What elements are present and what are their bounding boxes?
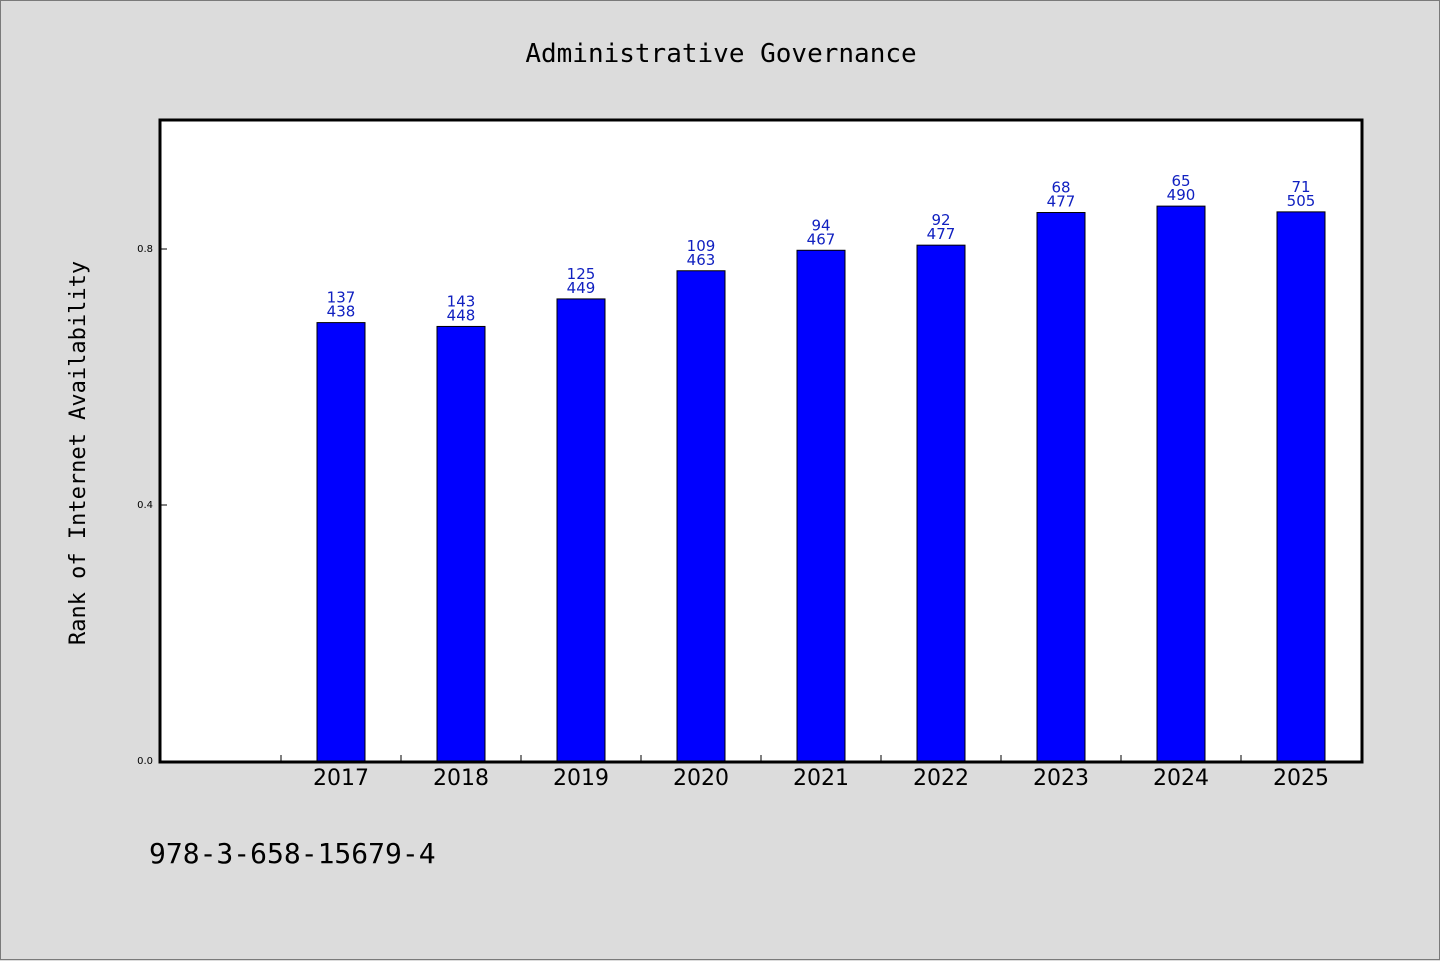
bar-2020 [676,270,726,762]
data-labels-layer: 1374381434481254491094639446792477684776… [327,172,1316,324]
x-tick-label-2020: 2020 [673,766,729,791]
bar-2017 [316,322,366,762]
y-tick-label-0.4: 0.4 [137,500,153,511]
data-label-top-2020: 109 [687,237,716,255]
x-tick-label-2025: 2025 [1273,766,1329,791]
bar-2024 [1156,205,1206,762]
data-label-bottom-2018: 448 [447,306,476,324]
data-label-top-2023: 68 [1051,179,1070,197]
data-label-top-2019: 125 [567,265,596,283]
bar-2021 [796,249,846,762]
x-tick-label-2019: 2019 [553,766,609,791]
x-tick-label-2017: 2017 [313,766,369,791]
data-label-top-2021: 94 [811,216,830,234]
data-label-bottom-2024: 490 [1167,186,1196,204]
bars-layer [316,205,1326,762]
data-label-bottom-2020: 463 [687,251,716,269]
data-label-top-2024: 65 [1171,172,1190,190]
data-label-top-2022: 92 [931,211,950,229]
y-tick-label-0.0: 0.0 [137,756,153,767]
data-label-top-2025: 71 [1291,178,1310,196]
bar-2025 [1276,211,1326,762]
chart-title: Administrative Governance [525,39,916,69]
bar-2018 [436,325,486,762]
y-axis-label: Rank of Internet Availability [66,261,91,645]
x-tick-label-2023: 2023 [1033,766,1089,791]
data-label-bottom-2022: 477 [927,225,956,243]
y-tick-label-0.8: 0.8 [137,244,153,255]
data-label-top-2018: 143 [447,292,476,310]
data-label-bottom-2021: 467 [807,230,836,248]
bar-2019 [556,298,606,762]
y-axis: 0.0 0.4 0.8 [137,244,167,767]
x-tick-label-2022: 2022 [913,766,969,791]
data-label-bottom-2023: 477 [1047,193,1076,211]
x-axis: 2017 2018 2019 2020 2021 2022 2023 2024 2025 [280,755,1329,791]
x-tick-label-2024: 2024 [1153,766,1209,791]
x-tick-label-2018: 2018 [433,766,489,791]
bar-2023 [1036,212,1086,762]
bar-2022 [916,244,966,762]
isbn-footnote: 978-3-658-15679-4 [149,837,436,870]
data-label-top-2017: 137 [327,289,356,307]
data-label-bottom-2017: 438 [327,303,356,321]
x-tick-label-2021: 2021 [793,766,849,791]
data-label-bottom-2025: 505 [1287,192,1316,210]
data-label-bottom-2019: 449 [567,279,596,297]
